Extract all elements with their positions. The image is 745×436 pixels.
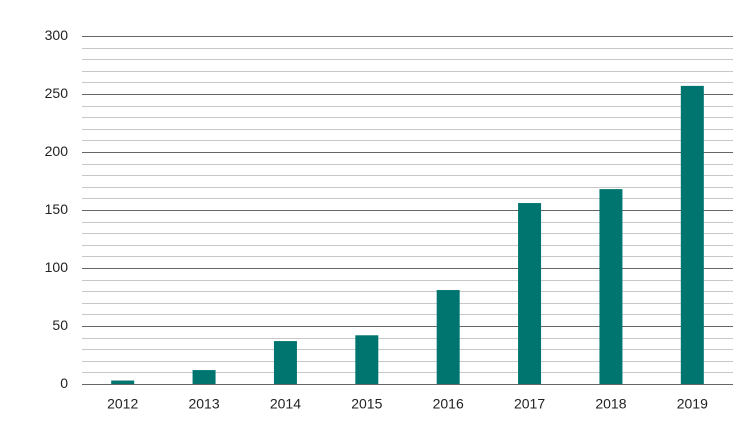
x-tick-label: 2014 — [270, 396, 301, 412]
bar — [599, 189, 623, 384]
x-tick-label: 2017 — [514, 396, 545, 412]
bar — [680, 85, 704, 384]
bar — [192, 370, 216, 384]
x-tick-label: 2018 — [595, 396, 626, 412]
y-tick-label: 200 — [45, 143, 69, 159]
x-tick-label: 2013 — [188, 396, 219, 412]
bar — [436, 290, 460, 384]
x-tick-label: 2015 — [351, 396, 382, 412]
y-tick-label: 100 — [45, 259, 69, 275]
bar — [518, 203, 542, 384]
x-tick-label: 2016 — [433, 396, 464, 412]
y-tick-label: 0 — [60, 375, 68, 391]
y-tick-label: 250 — [45, 85, 69, 101]
x-tick-label: 2019 — [677, 396, 708, 412]
bar — [355, 335, 379, 384]
y-tick-label: 300 — [45, 27, 69, 43]
x-tick-label: 2012 — [107, 396, 138, 412]
y-tick-label: 50 — [52, 317, 68, 333]
bar — [111, 380, 135, 384]
y-tick-label: 150 — [45, 201, 69, 217]
bar — [273, 341, 297, 384]
